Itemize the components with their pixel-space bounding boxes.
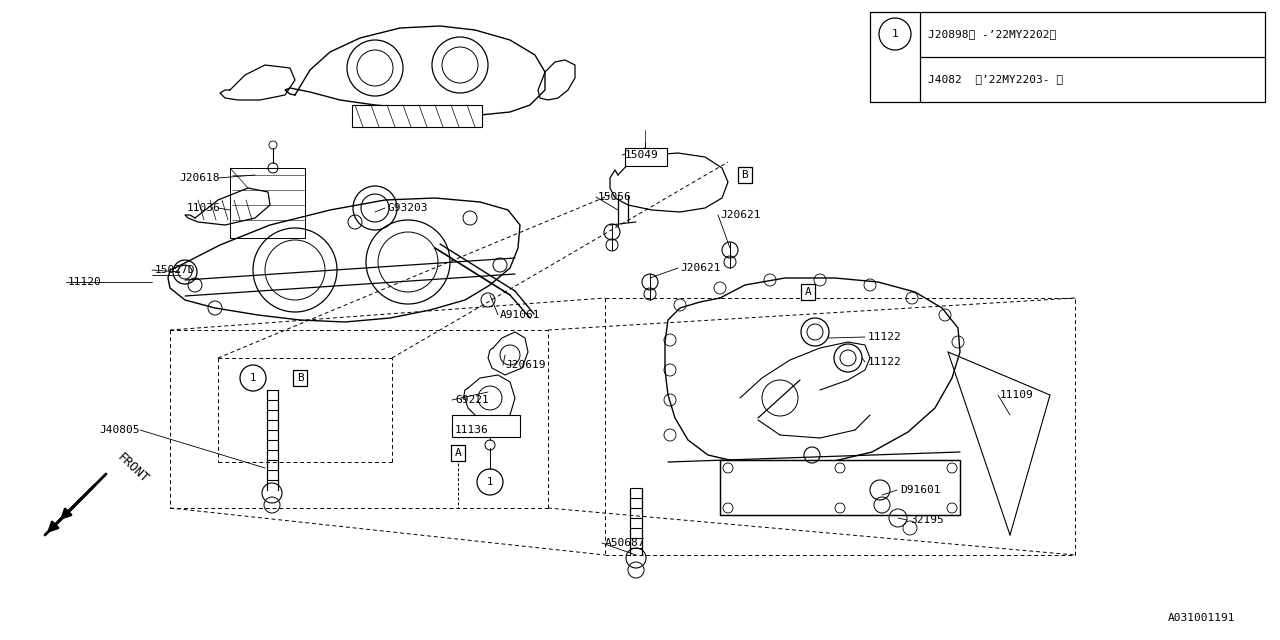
Text: 32195: 32195 — [910, 515, 943, 525]
Text: J40805: J40805 — [100, 425, 140, 435]
Text: 11122: 11122 — [868, 332, 901, 342]
Text: B: B — [741, 170, 749, 180]
Text: 11120: 11120 — [68, 277, 101, 287]
Text: J20621: J20621 — [719, 210, 760, 220]
Bar — [625, 148, 667, 166]
Text: G93203: G93203 — [388, 203, 429, 213]
Text: A50687: A50687 — [605, 538, 645, 548]
Text: J20898〈 -’22MY2202〉: J20898〈 -’22MY2202〉 — [928, 29, 1056, 39]
Text: D91601: D91601 — [900, 485, 941, 495]
Text: FRONT: FRONT — [115, 451, 151, 486]
Text: G9221: G9221 — [454, 395, 489, 405]
Text: 15049: 15049 — [625, 150, 659, 160]
Text: 11036: 11036 — [187, 203, 220, 213]
Bar — [230, 168, 305, 238]
Text: 1: 1 — [892, 29, 899, 39]
Text: B: B — [297, 373, 303, 383]
Text: 11122: 11122 — [868, 357, 901, 367]
Text: 11136: 11136 — [454, 425, 489, 435]
Text: 1: 1 — [250, 373, 256, 383]
Bar — [870, 12, 1265, 102]
Text: 1: 1 — [486, 477, 493, 487]
Bar — [352, 105, 483, 127]
Text: A91061: A91061 — [500, 310, 540, 320]
Text: J20618: J20618 — [179, 173, 220, 183]
Text: A: A — [454, 448, 461, 458]
Text: A: A — [805, 287, 812, 297]
Text: 11109: 11109 — [1000, 390, 1034, 400]
Bar — [452, 415, 520, 437]
Text: J4082  〈’22MY2203- 〉: J4082 〈’22MY2203- 〉 — [928, 74, 1062, 84]
Text: 15027D: 15027D — [155, 265, 196, 275]
Text: A031001191: A031001191 — [1167, 613, 1235, 623]
Text: J20621: J20621 — [680, 263, 721, 273]
Text: J20619: J20619 — [506, 360, 545, 370]
Text: 15056: 15056 — [598, 192, 632, 202]
Bar — [719, 460, 960, 515]
